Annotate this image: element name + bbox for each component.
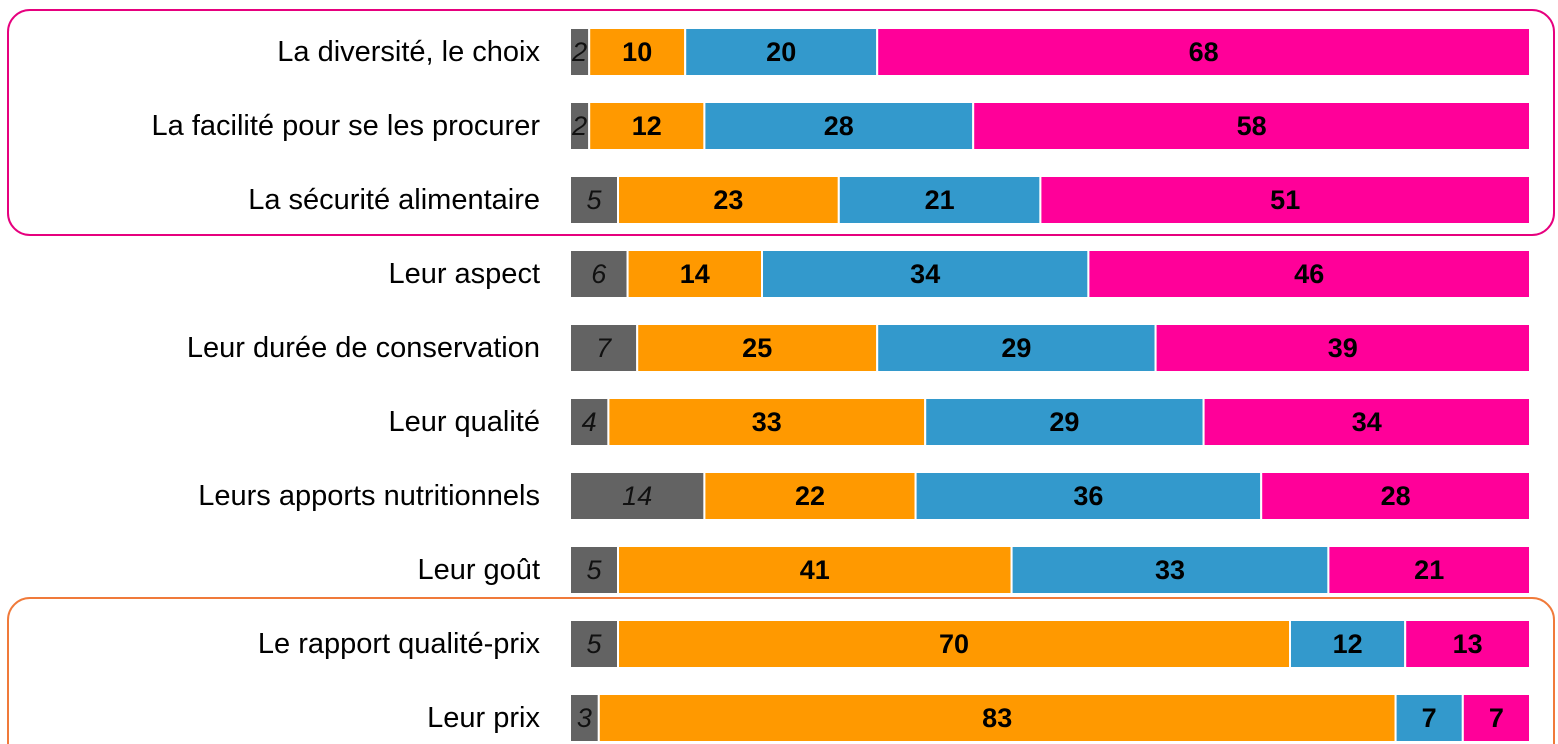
bar-segment (876, 27, 1531, 77)
bar-segment (837, 175, 1042, 225)
bar-segment (924, 397, 1205, 447)
data-label: 21 (1414, 555, 1444, 585)
data-label: 2 (571, 111, 587, 141)
bar-segment (1202, 397, 1531, 447)
data-label: 58 (1237, 111, 1267, 141)
data-label: 12 (1333, 629, 1363, 659)
bar-segment (1461, 693, 1532, 743)
data-label: 10 (622, 37, 652, 67)
category-label: Leur durée de conservation (187, 332, 540, 364)
bar-segment (617, 175, 840, 225)
bar-segment (1010, 545, 1330, 595)
category-label: La diversité, le choix (277, 36, 540, 68)
data-label: 41 (800, 555, 830, 585)
bar-segment (569, 471, 706, 521)
bar-segment (684, 27, 879, 77)
data-label: 5 (586, 629, 602, 659)
bar-segment (1154, 323, 1531, 373)
data-label: 29 (1001, 333, 1031, 363)
bar-segment (972, 101, 1531, 151)
data-label: 14 (622, 481, 652, 511)
bar-segment (617, 545, 1013, 595)
category-label: La sécurité alimentaire (248, 184, 540, 216)
data-label: 34 (1352, 407, 1382, 437)
data-label: 23 (713, 185, 743, 215)
bar-segment (597, 693, 1397, 743)
data-label: 28 (1381, 481, 1411, 511)
data-label: 20 (766, 37, 796, 67)
data-label: 22 (795, 481, 825, 511)
data-label: 34 (910, 259, 940, 289)
data-label: 5 (586, 185, 602, 215)
data-label: 21 (925, 185, 955, 215)
highlight-box-top (7, 9, 1555, 236)
data-label: 33 (1155, 555, 1185, 585)
highlight-box-bottom (7, 597, 1555, 744)
category-label: Leur aspect (388, 258, 540, 290)
category-label: Le rapport qualité-prix (258, 628, 541, 660)
category-label: Leurs apports nutritionnels (198, 480, 540, 512)
bar-segment (1327, 545, 1532, 595)
bar-segment (607, 397, 927, 447)
bar-segment (876, 323, 1157, 373)
data-label: 83 (982, 703, 1012, 733)
category-label: La facilité pour se les procurer (152, 110, 541, 142)
data-label: 6 (591, 259, 607, 289)
bar-segment (569, 249, 629, 299)
data-label: 70 (939, 629, 969, 659)
bar-segment (626, 249, 763, 299)
bar-segment (703, 471, 917, 521)
bar-segment (588, 27, 687, 77)
bar-segment (1394, 693, 1464, 743)
data-label: 33 (752, 407, 782, 437)
data-label: 4 (582, 407, 597, 437)
data-label: 68 (1189, 37, 1219, 67)
data-label: 2 (571, 37, 587, 67)
data-label: 29 (1049, 407, 1079, 437)
category-label: Leur prix (427, 702, 540, 734)
data-label: 3 (577, 703, 592, 733)
category-label: Leur goût (417, 554, 540, 586)
data-label: 5 (586, 555, 602, 585)
data-label: 12 (632, 111, 662, 141)
data-label: 46 (1294, 259, 1324, 289)
bar-segment (1087, 249, 1532, 299)
bar-segment (761, 249, 1090, 299)
bar-segment (703, 101, 975, 151)
bar-segment (1039, 175, 1532, 225)
data-label: 28 (824, 111, 854, 141)
data-label: 36 (1073, 481, 1103, 511)
data-label: 51 (1270, 185, 1300, 215)
bar-segment (1260, 471, 1531, 521)
category-label: Leur qualité (388, 406, 540, 438)
data-label: 14 (680, 259, 710, 289)
bar-segment (914, 471, 1263, 521)
data-label: 7 (596, 333, 612, 363)
data-label: 7 (1489, 703, 1504, 733)
data-label: 13 (1453, 629, 1483, 659)
data-label: 7 (1422, 703, 1437, 733)
bar-segment (569, 545, 619, 595)
bar-segment (1404, 619, 1531, 669)
bar-segment (569, 693, 600, 743)
data-label: 39 (1328, 333, 1358, 363)
data-label: 25 (742, 333, 772, 363)
